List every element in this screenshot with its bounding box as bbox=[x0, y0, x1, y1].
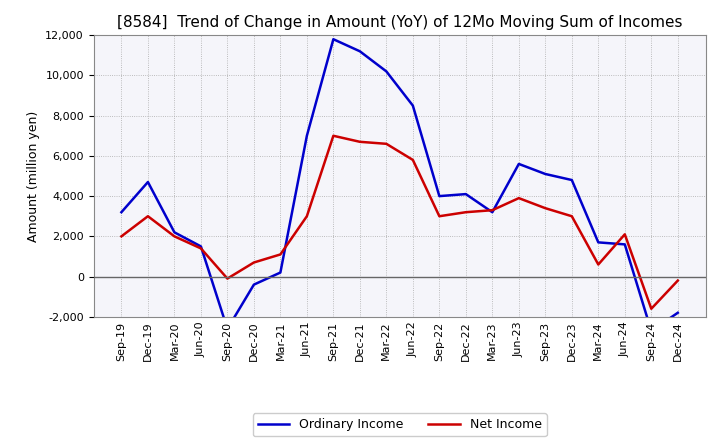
Y-axis label: Amount (million yen): Amount (million yen) bbox=[27, 110, 40, 242]
Ordinary Income bbox=[223, 326, 232, 331]
Net Income bbox=[594, 262, 603, 267]
Net Income bbox=[382, 141, 391, 147]
Ordinary Income bbox=[673, 310, 682, 315]
Line: Ordinary Income: Ordinary Income bbox=[122, 39, 678, 331]
Ordinary Income bbox=[647, 328, 656, 334]
Ordinary Income bbox=[462, 191, 470, 197]
Net Income bbox=[197, 246, 205, 251]
Net Income bbox=[647, 306, 656, 312]
Net Income bbox=[435, 213, 444, 219]
Ordinary Income bbox=[408, 103, 417, 108]
Ordinary Income bbox=[170, 230, 179, 235]
Net Income bbox=[170, 234, 179, 239]
Ordinary Income bbox=[250, 282, 258, 287]
Net Income bbox=[515, 195, 523, 201]
Title: [8584]  Trend of Change in Amount (YoY) of 12Mo Moving Sum of Incomes: [8584] Trend of Change in Amount (YoY) o… bbox=[117, 15, 683, 30]
Legend: Ordinary Income, Net Income: Ordinary Income, Net Income bbox=[253, 413, 546, 436]
Net Income bbox=[329, 133, 338, 139]
Net Income bbox=[356, 139, 364, 144]
Net Income bbox=[541, 205, 549, 211]
Net Income bbox=[567, 213, 576, 219]
Net Income bbox=[408, 157, 417, 162]
Ordinary Income bbox=[621, 242, 629, 247]
Net Income bbox=[143, 213, 152, 219]
Net Income bbox=[250, 260, 258, 265]
Ordinary Income bbox=[117, 209, 126, 215]
Ordinary Income bbox=[276, 270, 284, 275]
Net Income bbox=[117, 234, 126, 239]
Net Income bbox=[302, 213, 311, 219]
Ordinary Income bbox=[302, 133, 311, 139]
Net Income bbox=[223, 276, 232, 281]
Net Income bbox=[673, 278, 682, 283]
Ordinary Income bbox=[382, 69, 391, 74]
Ordinary Income bbox=[329, 37, 338, 42]
Ordinary Income bbox=[435, 194, 444, 199]
Ordinary Income bbox=[488, 209, 497, 215]
Net Income bbox=[462, 209, 470, 215]
Net Income bbox=[276, 252, 284, 257]
Ordinary Income bbox=[143, 180, 152, 185]
Line: Net Income: Net Income bbox=[122, 136, 678, 309]
Ordinary Income bbox=[541, 171, 549, 176]
Net Income bbox=[621, 232, 629, 237]
Ordinary Income bbox=[356, 49, 364, 54]
Ordinary Income bbox=[197, 244, 205, 249]
Ordinary Income bbox=[567, 177, 576, 183]
Net Income bbox=[488, 208, 497, 213]
Ordinary Income bbox=[594, 240, 603, 245]
Ordinary Income bbox=[515, 161, 523, 167]
